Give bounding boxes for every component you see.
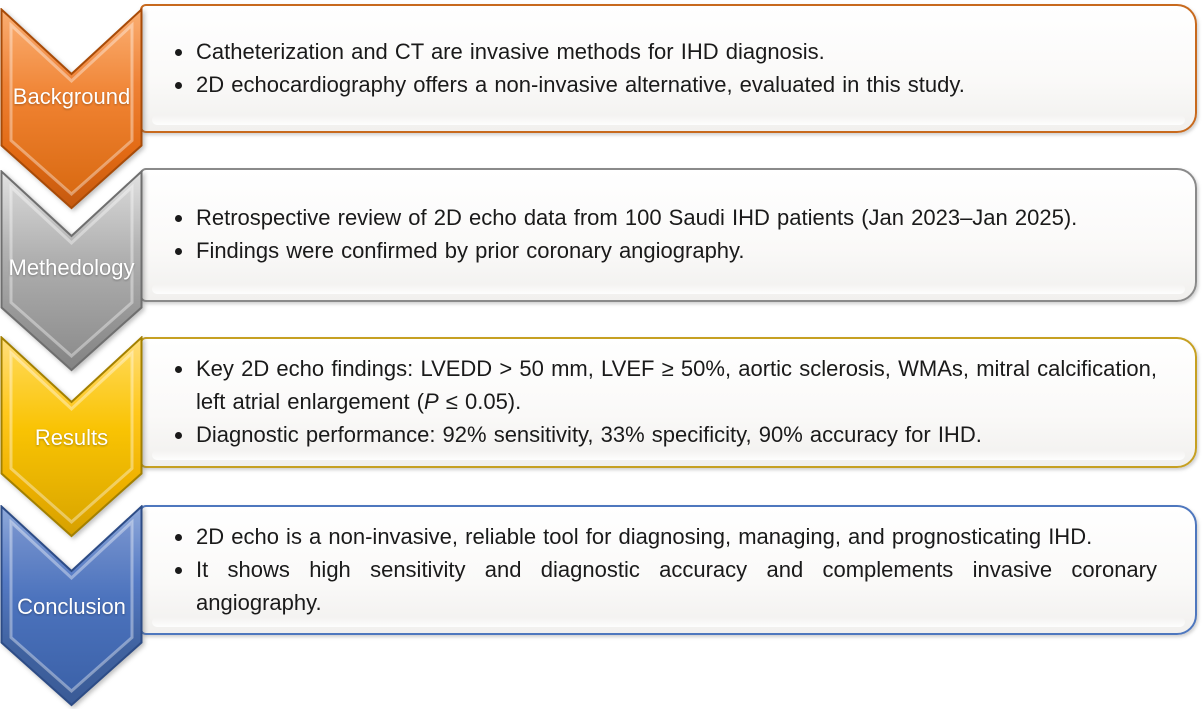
- bullet-item: It shows high sensitivity and diagnostic…: [195, 553, 1157, 619]
- bullet-list-results: Key 2D echo findings: LVEDD > 50 mm, LVE…: [142, 352, 1195, 453]
- bullet-item: 2D echocardiography offers a non-invasiv…: [195, 68, 1157, 101]
- bullet-text: 2D echocardiography offers a non-invasiv…: [196, 71, 965, 97]
- chevron-label-methodology: Methedology: [8, 255, 135, 280]
- bullet-item: Findings were confirmed by prior coronar…: [195, 234, 1157, 267]
- bullet-list-background: Catheterization and CT are invasive meth…: [142, 35, 1195, 103]
- chevron-arrow-results: [0, 336, 143, 538]
- bullet-list-methodology: Retrospective review of 2D echo data fro…: [142, 201, 1195, 269]
- bullet-text: 2D echo is a non-invasive, reliable tool…: [196, 523, 1093, 549]
- bullet-text: Key 2D echo findings: LVEDD > 50 mm, LVE…: [196, 356, 1157, 414]
- chevron-arrow-methodology: [0, 170, 143, 372]
- bullet-text: Findings were confirmed by prior coronar…: [196, 238, 745, 263]
- bullet-text: ≤ 0.05).: [438, 389, 522, 414]
- chevron-arrow-background: [0, 8, 143, 210]
- bullet-text: Catheterization and CT are invasive meth…: [196, 38, 825, 64]
- bullet-item: 2D echo is a non-invasive, reliable tool…: [195, 520, 1157, 553]
- chevron-arrow-conclusion: [0, 505, 143, 707]
- bullet-item: Key 2D echo findings: LVEDD > 50 mm, LVE…: [195, 352, 1157, 418]
- chevron-label-results: Results: [34, 425, 109, 450]
- bullet-text: Retrospective review of 2D echo data fro…: [196, 205, 1078, 230]
- section-box-results: Key 2D echo findings: LVEDD > 50 mm, LVE…: [140, 337, 1197, 468]
- section-box-methodology: Retrospective review of 2D echo data fro…: [140, 168, 1197, 302]
- section-box-background: Catheterization and CT are invasive meth…: [140, 4, 1197, 133]
- bullet-list-conclusion: 2D echo is a non-invasive, reliable tool…: [142, 520, 1195, 621]
- bullet-item: Diagnostic performance: 92% sensitivity,…: [195, 418, 1157, 451]
- bullet-text: Diagnostic performance: 92% sensitivity,…: [196, 422, 982, 447]
- section-box-conclusion: 2D echo is a non-invasive, reliable tool…: [140, 505, 1197, 635]
- chevron-label-background: Background: [12, 84, 131, 109]
- chevron-label-conclusion: Conclusion: [17, 594, 126, 619]
- bullet-text: It shows high sensitivity and diagnostic…: [196, 556, 1157, 615]
- bullet-item: Retrospective review of 2D echo data fro…: [195, 201, 1157, 234]
- bullet-item: Catheterization and CT are invasive meth…: [195, 35, 1157, 68]
- bullet-text-italic: P: [424, 389, 439, 414]
